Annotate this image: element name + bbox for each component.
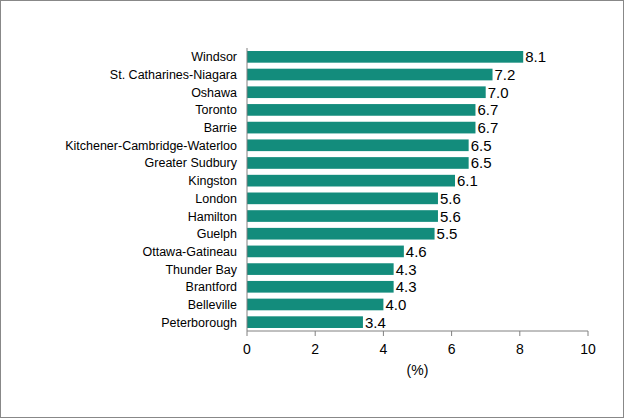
x-axis	[247, 331, 588, 332]
x-tick	[588, 331, 589, 336]
category-label: Kingston	[188, 174, 237, 188]
category-label: Belleville	[188, 298, 237, 312]
data-label: 6.7	[477, 101, 498, 118]
category-label: Oshawa	[191, 86, 237, 100]
bar	[247, 86, 486, 98]
x-tick	[383, 331, 384, 336]
data-label: 3.4	[365, 314, 386, 331]
bar	[247, 51, 523, 63]
data-label: 7.2	[495, 66, 516, 83]
data-label: 4.3	[396, 278, 417, 295]
x-tick	[247, 331, 248, 336]
y-axis	[247, 48, 248, 331]
bars	[247, 51, 523, 328]
category-label: Barrie	[204, 121, 237, 135]
bar	[247, 246, 404, 258]
bar	[247, 281, 394, 293]
x-tick-label: 10	[580, 341, 596, 357]
category-label: Guelph	[197, 227, 237, 241]
bar	[247, 104, 475, 116]
x-tick-label: 4	[380, 341, 388, 357]
bar	[247, 139, 469, 151]
category-label: Thunder Bay	[165, 263, 237, 277]
bar	[247, 122, 475, 134]
data-label: 6.7	[477, 119, 498, 136]
data-label: 6.5	[471, 154, 492, 171]
frame	[1, 1, 624, 418]
data-label: 6.5	[471, 137, 492, 154]
labels: Windsor 8.1 St. Catharines-Niagara 7.2 Oshaw…	[65, 48, 546, 330]
bar	[247, 69, 493, 81]
data-label: 4.0	[385, 296, 406, 313]
bar	[247, 316, 363, 328]
axes: 0 2 4 6 8 10 (%)	[243, 48, 596, 378]
category-label: Kitchener-Cambridge-Waterloo	[65, 139, 237, 153]
bar	[247, 157, 469, 169]
category-label: Windsor	[191, 50, 237, 64]
x-tick	[451, 331, 452, 336]
data-label: 7.0	[488, 84, 509, 101]
bar	[247, 193, 438, 205]
bar	[247, 175, 455, 187]
x-tick	[519, 331, 520, 336]
data-label: 5.5	[437, 225, 458, 242]
data-label: 4.3	[396, 261, 417, 278]
data-label: 5.6	[440, 208, 461, 225]
bar	[247, 228, 435, 240]
category-label: Greater Sudbury	[145, 156, 238, 170]
data-label: 5.6	[440, 190, 461, 207]
data-label: 4.6	[406, 243, 427, 260]
x-tick	[315, 331, 316, 336]
category-label: Hamilton	[188, 210, 237, 224]
x-tick-label: 0	[243, 341, 251, 357]
x-tick-label: 8	[516, 341, 524, 357]
category-label: Brantford	[186, 280, 237, 294]
chart: Windsor 8.1 St. Catharines-Niagara 7.2 Oshaw…	[0, 0, 624, 418]
x-tick-label: 6	[448, 341, 456, 357]
x-axis-label: (%)	[407, 362, 429, 378]
category-label: Peterborough	[161, 316, 237, 330]
data-label: 8.1	[525, 48, 546, 65]
x-tick-label: 2	[311, 341, 319, 357]
category-label: London	[195, 192, 237, 206]
category-label: Toronto	[195, 103, 237, 117]
bar	[247, 210, 438, 222]
category-label: Ottawa-Gatineau	[143, 245, 238, 259]
bar	[247, 299, 383, 311]
bar	[247, 263, 394, 275]
category-label: St. Catharines-Niagara	[110, 68, 237, 82]
data-label: 6.1	[457, 172, 478, 189]
